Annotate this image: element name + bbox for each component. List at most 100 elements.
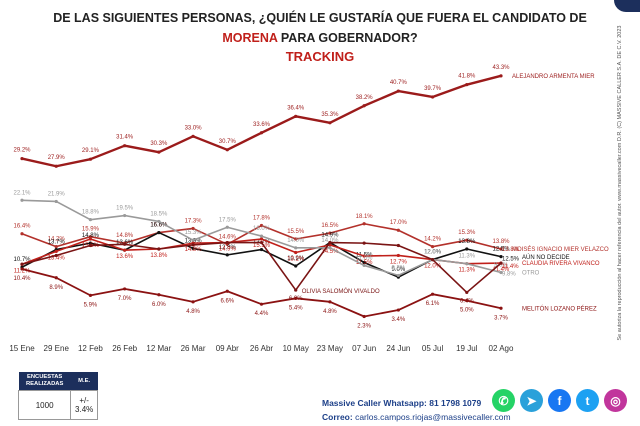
chart-subtitle: TRACKING: [285, 49, 355, 64]
data-point: [88, 243, 93, 248]
whatsapp-icon[interactable]: ✆: [492, 389, 515, 412]
data-point: [123, 242, 127, 246]
x-tick-label: 19 Jul: [456, 344, 478, 353]
data-point: [396, 243, 400, 248]
data-label: 14.8%: [116, 233, 134, 239]
data-label: 13.6%: [116, 254, 134, 260]
data-point: [88, 235, 93, 239]
series-name-label: AÚN NO DECIDE: [522, 254, 570, 261]
end-value-label: 11.4%: [502, 264, 519, 270]
data-point: [294, 288, 298, 292]
data-label: 14.8%: [185, 247, 203, 253]
data-point: [259, 302, 264, 306]
data-point: [225, 148, 229, 152]
x-tick-label: 26 Abr: [250, 344, 273, 353]
data-point: [396, 273, 400, 278]
data-label: 6.6%: [220, 298, 234, 304]
data-point: [499, 74, 503, 78]
data-label: 4.8%: [323, 309, 337, 315]
data-label: 6.1%: [426, 301, 440, 307]
end-value-label: 12.5%: [502, 257, 520, 263]
data-point: [294, 237, 298, 241]
copyright-side-text: Se autoriza la reproducción al hacer ref…: [617, 25, 623, 341]
data-label: 13.7%: [48, 240, 66, 246]
data-label: 29.2%: [13, 148, 31, 154]
data-point: [294, 246, 298, 250]
data-label: 14.2%: [48, 237, 66, 243]
data-label: 4.8%: [186, 309, 200, 315]
data-label: 16.5%: [321, 223, 339, 229]
data-point: [259, 237, 264, 241]
data-label: 5.0%: [460, 308, 474, 314]
title-line2-rest: PARA GOBERNADOR?: [277, 31, 418, 45]
data-label: 18.1%: [356, 214, 374, 220]
data-label: 9.3%: [392, 265, 406, 271]
data-point: [362, 241, 366, 245]
data-label: 14.0%: [287, 238, 305, 244]
telegram-icon[interactable]: ➤: [520, 389, 543, 412]
data-label: 11.0%: [356, 255, 373, 261]
tracking-line-chart: 15 Ene 29 Ene 12 Feb 26 Feb 12 Mar 26 Mar 09 A…: [9, 65, 609, 353]
data-label: 27.9%: [48, 155, 66, 161]
x-tick-label: 05 Jul: [422, 344, 444, 353]
data-point: [499, 261, 503, 265]
data-label: 11.3%: [458, 254, 475, 260]
data-label: 33.6%: [253, 122, 271, 128]
data-point: [225, 225, 229, 229]
data-label: 2.3%: [357, 324, 371, 330]
data-label: 11.5%: [356, 260, 373, 266]
data-point: [259, 223, 264, 228]
data-label: 10.9%: [287, 256, 305, 262]
data-point: [123, 287, 127, 291]
data-label: 12.7%: [390, 259, 408, 265]
me-header: M.E.: [70, 372, 98, 391]
data-label: 3.4%: [392, 317, 406, 323]
data-label: 11.3%: [458, 268, 475, 274]
data-label: 16.4%: [13, 224, 31, 230]
email-link[interactable]: carlos.campos.riojas@massivecaller.com: [355, 412, 511, 422]
data-point: [294, 264, 298, 268]
end-value-label: 13.8%: [502, 247, 520, 253]
data-point: [54, 245, 58, 249]
data-label: 13.2%: [287, 257, 305, 263]
data-label: 14.6%: [219, 234, 237, 240]
data-point: [225, 289, 229, 293]
data-label: 6.0%: [152, 302, 166, 308]
x-tick-label: 10 May: [283, 344, 309, 353]
data-point: [362, 222, 366, 226]
data-point: [294, 250, 298, 255]
data-label: 5.9%: [84, 302, 98, 308]
data-point: [499, 255, 503, 259]
data-label: 16.6%: [150, 223, 168, 229]
twitter-icon[interactable]: t: [576, 389, 599, 412]
data-label: 40.7%: [390, 80, 408, 86]
data-label: 10.4%: [13, 276, 31, 282]
data-point: [88, 218, 93, 222]
data-label: 13.8%: [150, 253, 168, 259]
data-point: [430, 292, 435, 296]
data-label: 13.8%: [458, 239, 476, 245]
data-label: 14.9%: [321, 233, 339, 239]
whatsapp-contact[interactable]: Massive Caller Whatsapp: 81 1798 1079: [322, 398, 482, 408]
data-point: [123, 213, 127, 218]
instagram-icon[interactable]: ◎: [604, 389, 627, 412]
data-point: [294, 114, 298, 118]
data-point: [362, 104, 366, 108]
data-point: [396, 228, 400, 232]
data-label: 11.2%: [14, 268, 31, 274]
x-tick-label: 23 May: [317, 344, 343, 353]
data-point: [54, 276, 58, 280]
data-label: 12.5%: [492, 247, 510, 253]
data-point: [396, 308, 400, 312]
data-point: [20, 198, 24, 202]
data-point: [191, 300, 195, 304]
data-point: [191, 246, 195, 251]
data-point: [88, 293, 93, 297]
surveys-header: ENCUESTAS REALIZADAS: [18, 372, 71, 391]
facebook-icon[interactable]: f: [548, 389, 571, 412]
data-label: 30.7%: [219, 139, 237, 145]
data-label: 9.0%: [392, 267, 406, 273]
data-point: [465, 299, 469, 303]
data-point: [328, 121, 332, 125]
data-point: [328, 240, 332, 245]
